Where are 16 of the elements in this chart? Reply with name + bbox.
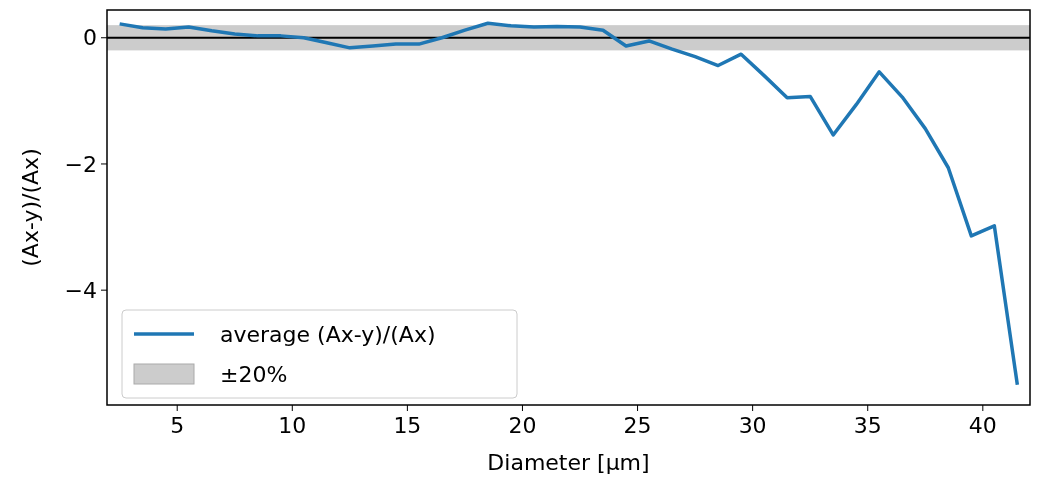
x-tick-label: 30 [738,413,767,438]
y-tick-label: −4 [64,277,97,303]
x-tick-label: 40 [968,413,997,438]
y-tick-label: −2 [64,151,97,177]
legend-label: ±20% [220,361,288,387]
x-tick-label: 10 [278,413,307,438]
legend-label: average (Ax-y)/(Ax) [220,321,436,347]
y-tick-label: 0 [83,25,97,51]
x-tick-label: 25 [623,413,652,438]
x-tick-label: 35 [853,413,882,438]
line-series [117,21,1020,387]
x-tick-label: 5 [170,413,185,438]
x-tick-label: 15 [393,413,422,438]
x-axis-title: Diameter [µm] [487,450,650,475]
y-axis-title: (Ax-y)/(Ax) [18,148,43,267]
x-tick-label: 20 [508,413,537,438]
